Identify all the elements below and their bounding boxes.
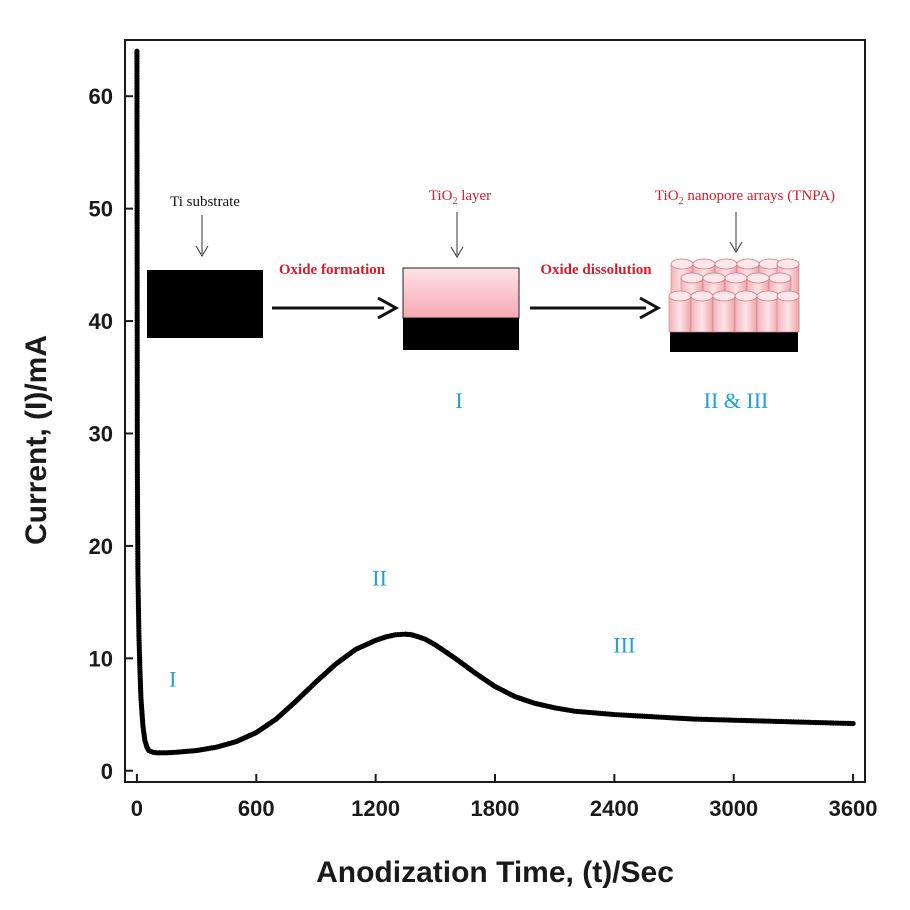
x-tick-label: 600 [238, 796, 275, 821]
y-tick-label: 20 [89, 534, 113, 559]
y-tick-label: 10 [89, 646, 113, 671]
tio2-layer-oxide [402, 267, 520, 319]
ti-substrate-pointer-head [195, 245, 209, 257]
schematic-inset: Ti substrate Oxide formation TiO2 layer … [147, 188, 835, 413]
nanopore-top [680, 272, 704, 284]
stage-label: I [169, 666, 176, 691]
y-tick-label: 0 [101, 759, 113, 784]
y-tick-label: 50 [89, 197, 113, 222]
tnpa-pointer-head [729, 241, 743, 253]
y-tick-label: 40 [89, 309, 113, 334]
ti-substrate-label: Ti substrate [170, 194, 240, 210]
nanopore-top [702, 272, 726, 284]
data-point [850, 720, 856, 727]
nanopore-top [668, 290, 692, 302]
nanopore-top [768, 272, 792, 284]
x-tick-label: 3600 [829, 796, 878, 821]
tnpa-substrate [670, 330, 798, 352]
inset-stage-ii-iii: II & III [704, 388, 769, 413]
nanopore-top [712, 290, 736, 302]
stage-label: III [613, 633, 635, 658]
nanopore-top [690, 290, 714, 302]
axis-ticks [125, 95, 855, 782]
nanopore-top [670, 258, 694, 270]
nanopore-top [776, 258, 800, 270]
x-tick-label: 1800 [471, 796, 520, 821]
x-tick-label: 1200 [351, 796, 400, 821]
tio2-layer-pointer-head [450, 246, 464, 258]
inset-stage-i: I [455, 388, 462, 413]
y-tick-label: 60 [89, 84, 113, 109]
nanopore-top [776, 290, 800, 302]
nanopore-top [692, 258, 716, 270]
tio2-layer-label: TiO2 layer [429, 188, 491, 207]
oxide-formation-label: Oxide formation [279, 262, 386, 278]
nanopore-top [736, 258, 760, 270]
nanopore-top [714, 258, 738, 270]
nanopore-top [734, 290, 758, 302]
nanopore-top [756, 290, 780, 302]
x-tick-label: 2400 [590, 796, 639, 821]
axis-tick-labels: 0 600 1200 1800 2400 3000 3600 0 10 20 30 40 50 60 [89, 84, 878, 821]
stage-label: II [372, 565, 387, 590]
oxide-dissolution-arrowhead [639, 296, 662, 320]
tio2-layer-substrate [403, 318, 519, 350]
tnpa-label: TiO2 nanopore arrays (TNPA) [655, 188, 835, 207]
x-tick-label: 3000 [709, 796, 758, 821]
nanopore-top [746, 272, 770, 284]
oxide-formation-arrowhead [377, 296, 400, 320]
ti-substrate-block [147, 270, 263, 338]
x-tick-label: 0 [131, 796, 143, 821]
x-axis-title: Anodization Time, (t)/Sec [316, 856, 674, 889]
y-axis-title: Current, (I)/mA [20, 335, 53, 545]
y-tick-label: 30 [89, 421, 113, 446]
data-markers [134, 48, 856, 756]
nanopore-top [724, 272, 748, 284]
oxide-dissolution-label: Oxide dissolution [540, 262, 652, 278]
tnpa-nanopores [668, 258, 800, 333]
